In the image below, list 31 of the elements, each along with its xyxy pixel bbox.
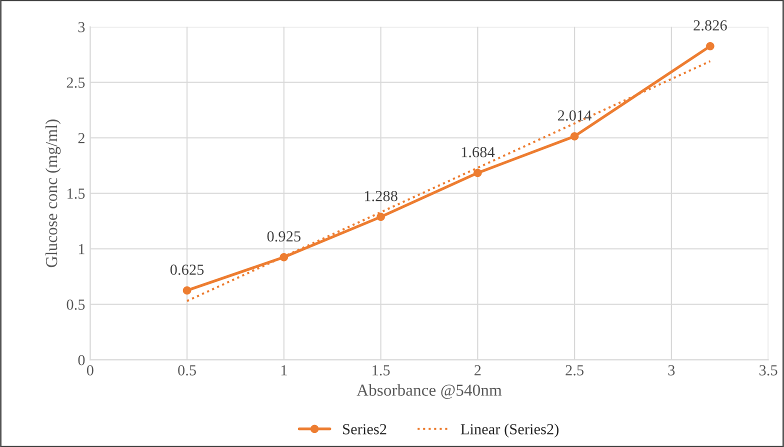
- y-tick-label: 1: [79, 244, 84, 254]
- y-tick-label: 1.5: [68, 188, 85, 199]
- point: [570, 132, 579, 140]
- point: [182, 286, 192, 295]
- y-tick-label: 0.5: [66, 299, 85, 310]
- point: [706, 42, 714, 50]
- legend-label: Series2: [343, 424, 386, 434]
- y-tick-label: 2: [78, 133, 84, 144]
- x-tick-label: 2: [474, 365, 481, 376]
- y-tick-label: 0: [78, 354, 85, 366]
- y-axis-title: Glucose conc (mg/ml): [45, 120, 61, 268]
- point: [376, 212, 385, 222]
- x-tick-label: 2.5: [566, 365, 584, 376]
- x-tick-label: 3: [668, 365, 675, 376]
- point: [474, 168, 482, 178]
- x-tick-label: 0: [86, 365, 94, 376]
- data-label: 0.925: [267, 231, 301, 242]
- data-label: 0.625: [170, 264, 204, 275]
- x-axis-title: Absorbance @540nm: [356, 384, 502, 399]
- y-tick-label: 2.5: [66, 78, 85, 88]
- x-tick-label: 0.5: [178, 365, 196, 376]
- x-tick-label: 3.5: [760, 365, 778, 376]
- legend-label: Linear (Series2): [460, 424, 559, 438]
- x-tick-label: 1: [281, 365, 287, 376]
- point: [280, 252, 288, 262]
- data-label: 1.684: [462, 146, 495, 158]
- data-label: 1.288: [364, 190, 398, 202]
- y-tick-label: 3: [78, 22, 85, 32]
- data-label: 2.826: [694, 20, 727, 31]
- data-label: 2.014: [558, 110, 592, 121]
- x-tick-label: 1.5: [372, 365, 390, 376]
